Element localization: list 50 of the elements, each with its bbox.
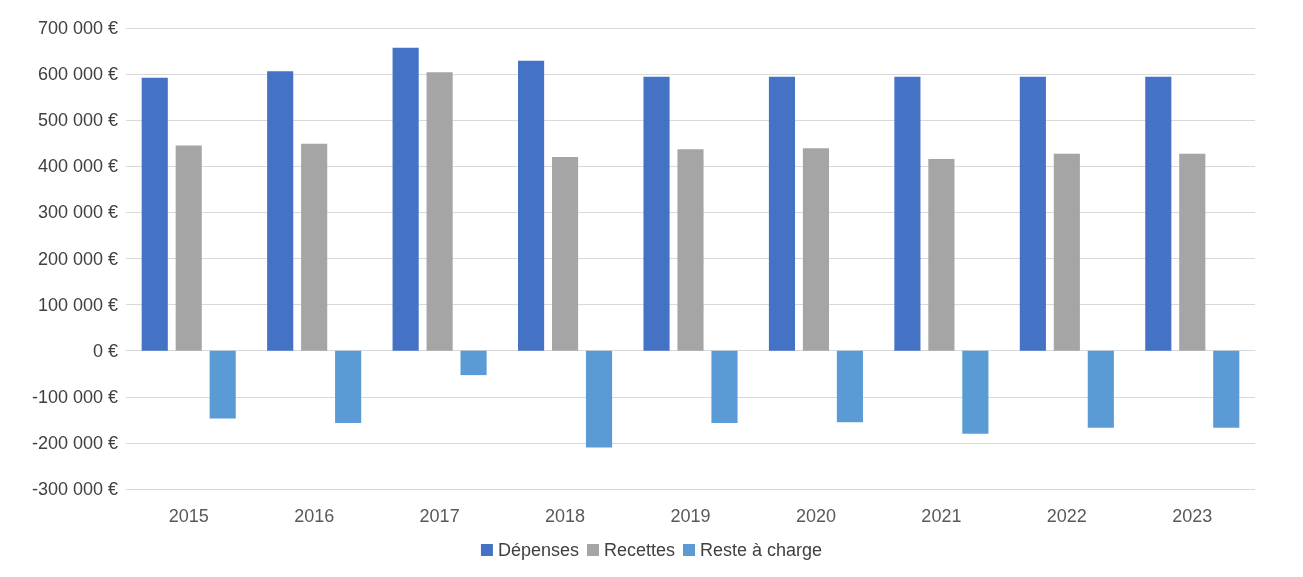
bar	[768, 76, 796, 351]
bar	[518, 60, 545, 351]
bar	[643, 76, 670, 351]
bar	[1019, 76, 1046, 351]
legend-label: Recettes	[603, 540, 676, 560]
bar	[141, 77, 168, 351]
bar	[1145, 76, 1172, 351]
x-tick-label: 2017	[419, 506, 460, 526]
bar	[894, 76, 921, 351]
bar	[426, 72, 453, 351]
bar	[175, 145, 202, 351]
x-tick-label: 2019	[670, 506, 711, 526]
bar	[1087, 350, 1114, 428]
y-tick-label: 100 000 €	[37, 294, 118, 315]
x-tick-label: 2021	[921, 506, 962, 526]
y-tick-label: 300 000 €	[37, 202, 118, 223]
y-tick-label: 200 000 €	[37, 248, 118, 269]
bar	[802, 148, 830, 351]
bar	[460, 350, 487, 376]
bar	[962, 350, 989, 434]
x-tick-label: 2020	[795, 506, 836, 526]
x-tick-label: 2022	[1046, 506, 1087, 526]
legend-label: Dépenses	[497, 540, 579, 560]
y-tick-label: -300 000 €	[31, 479, 118, 499]
bar	[335, 350, 362, 424]
bar	[1179, 153, 1206, 351]
x-tick-label: 2015	[168, 506, 209, 526]
y-tick-label: 400 000 €	[37, 156, 118, 177]
legend-label: Reste à charge	[700, 540, 823, 560]
bar	[551, 157, 579, 351]
bar	[836, 350, 863, 423]
bar	[392, 47, 419, 351]
bar	[677, 149, 704, 351]
bar	[301, 143, 328, 351]
bar	[1213, 350, 1240, 428]
y-tick-label: 600 000 €	[37, 64, 118, 85]
y-tick-label: 0 €	[92, 340, 118, 361]
bar	[585, 350, 613, 448]
x-tick-label: 2018	[545, 506, 586, 526]
y-tick-label: 500 000 €	[37, 110, 118, 131]
x-tick-label: 2016	[294, 506, 335, 526]
y-tick-label: 700 000 €	[37, 18, 118, 38]
bar	[1053, 153, 1080, 351]
y-tick-label: -100 000 €	[31, 386, 118, 407]
x-tick-label: 2023	[1172, 506, 1213, 526]
bar	[267, 71, 294, 351]
bar	[928, 158, 955, 351]
bar	[209, 350, 236, 419]
y-tick-label: -200 000 €	[31, 432, 118, 453]
bar	[711, 350, 738, 424]
